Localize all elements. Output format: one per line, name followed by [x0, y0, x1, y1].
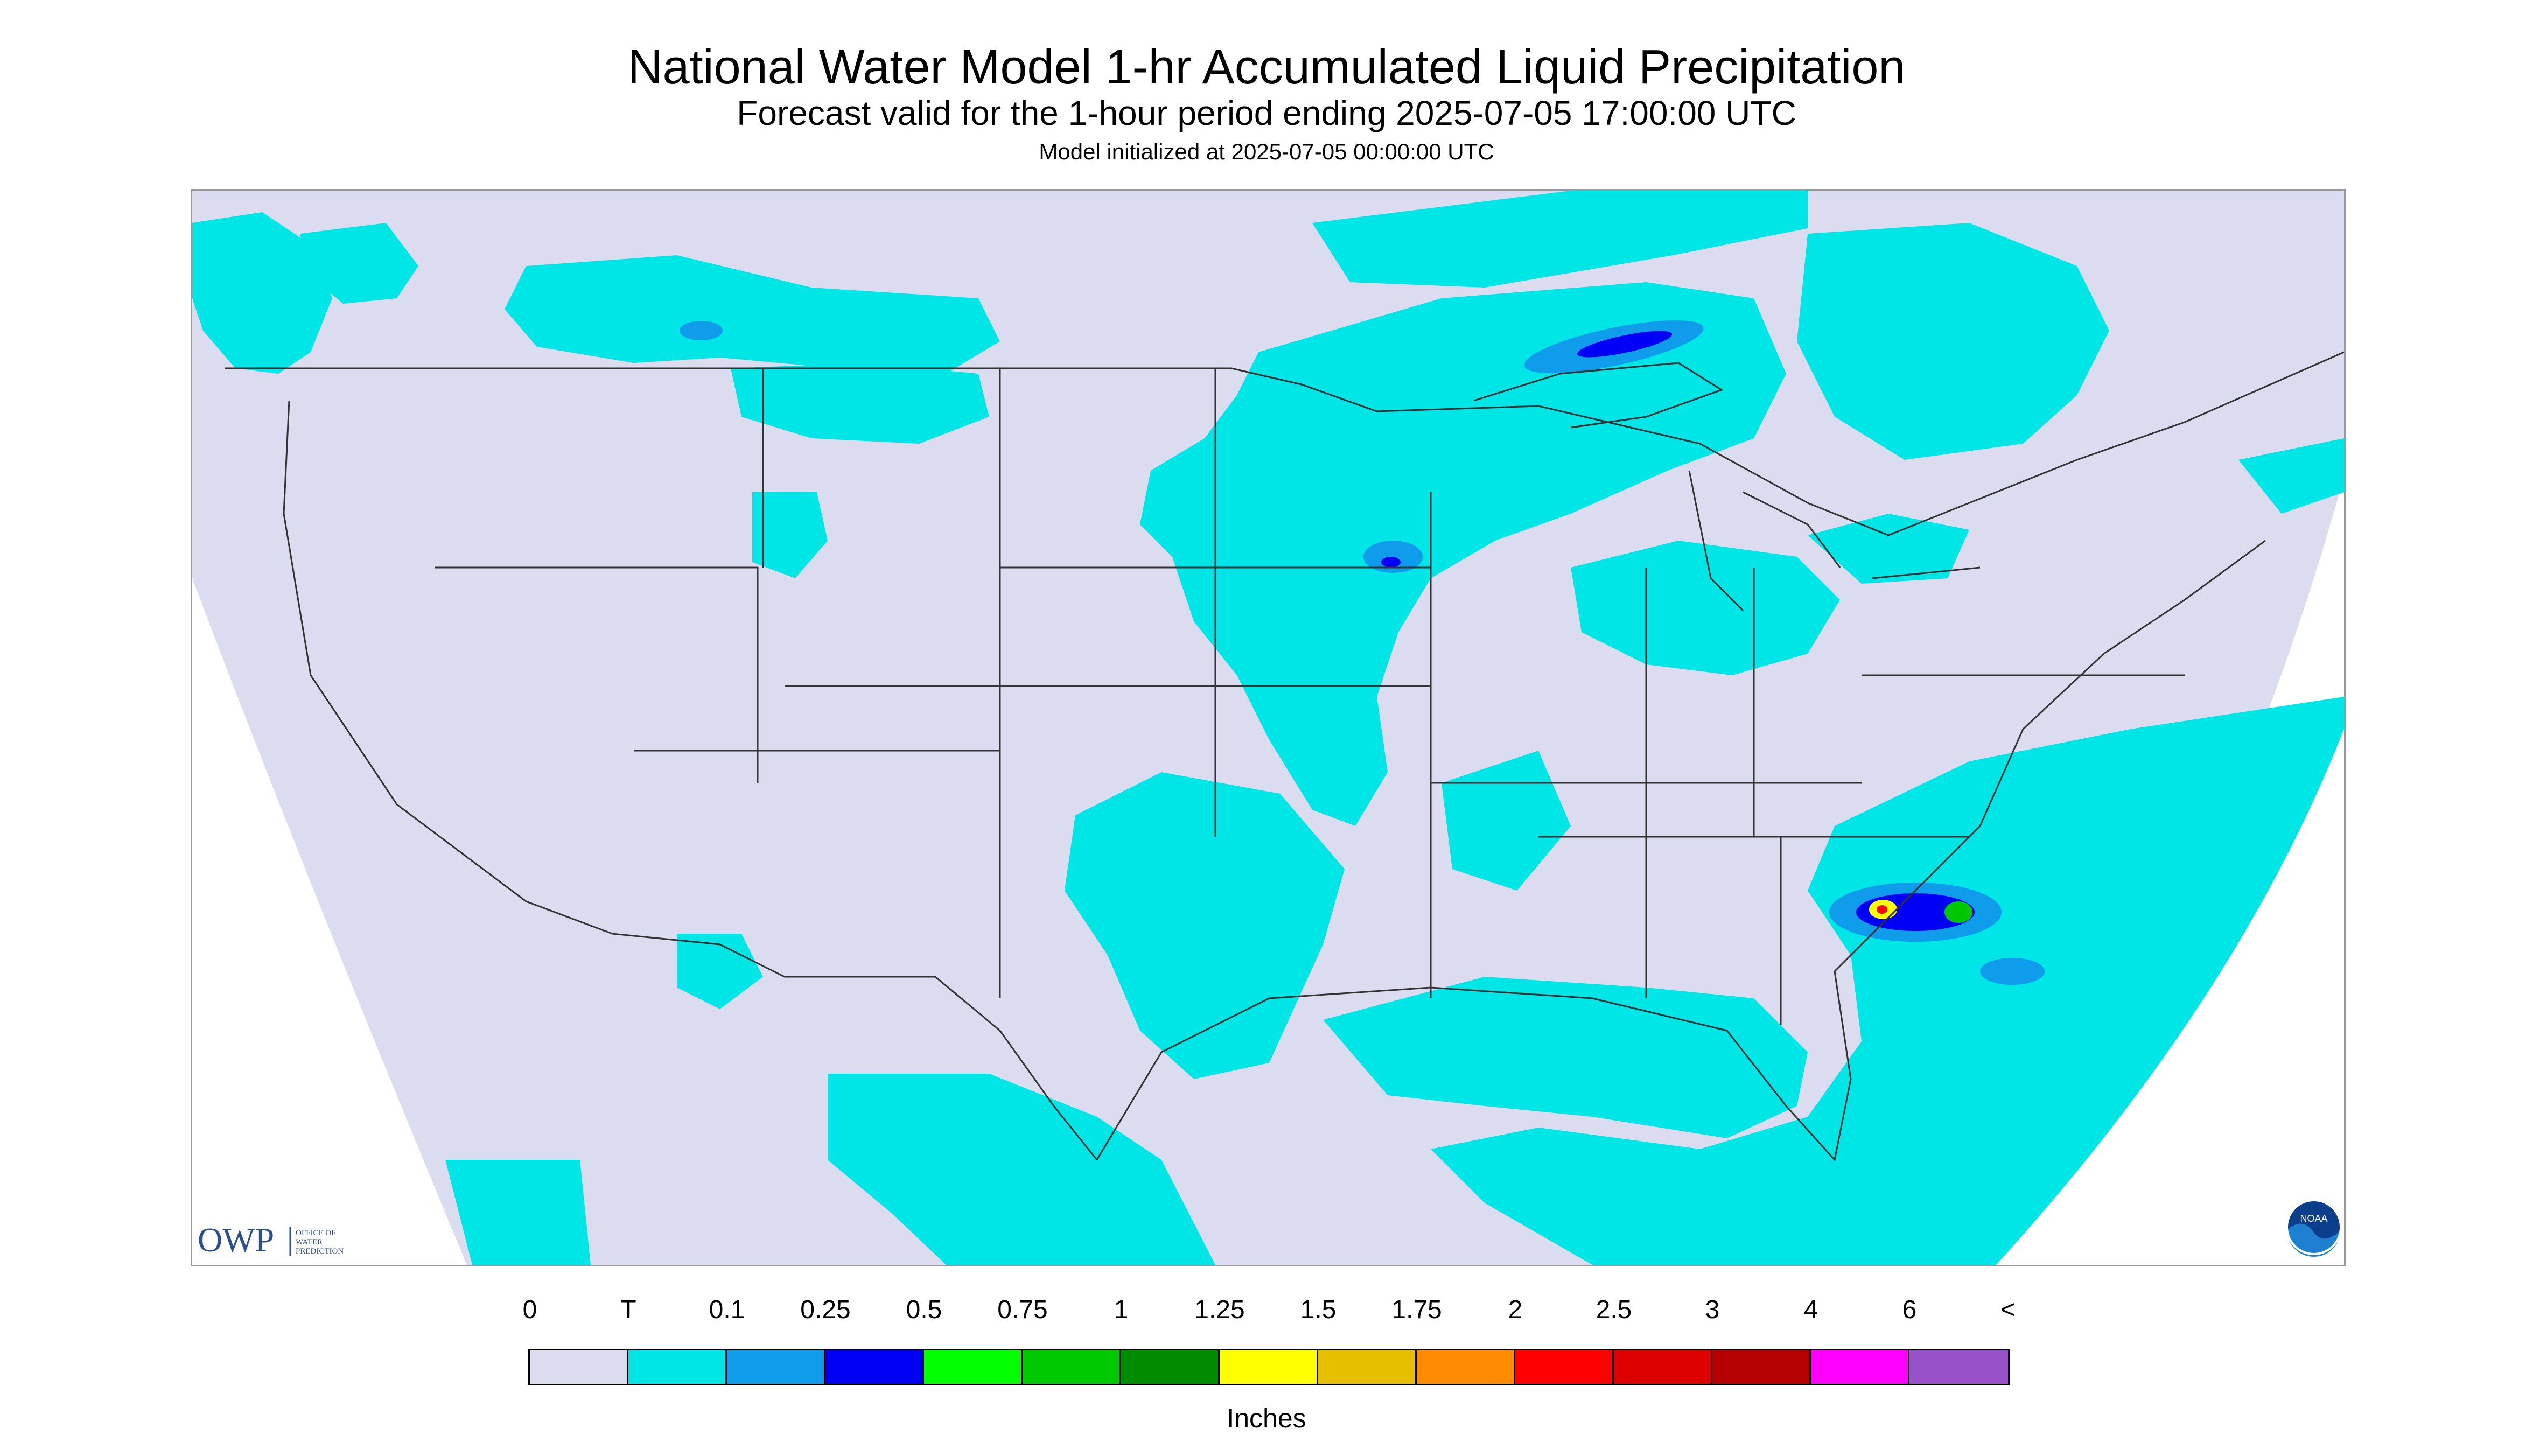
- model-init-label: Model initialized at 2025-07-05 00:00:00…: [1039, 139, 1494, 164]
- legend-label: 3: [1705, 1296, 1720, 1324]
- precip-wyoming-patch: [752, 492, 828, 578]
- west-coast: [283, 400, 613, 935]
- precip-upper-midwest: [1140, 282, 1786, 826]
- legend-labels: 0 T 0.1 0.25 0.5 0.75 1 1.25 1.5 1.75 2 2.5 3 4 6 <: [0, 1295, 2533, 1333]
- owp-logo-subtext: OFFICE OF: [296, 1229, 336, 1237]
- legend-swatch: [1614, 1350, 1712, 1384]
- precip-montana-cell: [680, 321, 723, 340]
- legend-label: 0.1: [709, 1296, 745, 1324]
- legend-swatch: [825, 1350, 924, 1384]
- precip-mexico-sierra: [828, 1074, 1215, 1265]
- precip-atlantic-cell: [1980, 958, 2045, 985]
- precip-carolina-max: [1877, 905, 1887, 914]
- legend-label: 4: [1803, 1296, 1818, 1324]
- precip-superior-core: [1577, 331, 1673, 358]
- legend-swatch: [1417, 1350, 1515, 1384]
- heavy-precip-areas: [1381, 331, 1975, 931]
- svg-text:WATER: WATER: [296, 1238, 323, 1247]
- precip-bc-coast: [300, 223, 418, 304]
- legend-color-bar: [528, 1349, 2010, 1385]
- precip-carolina-green: [1944, 901, 1972, 923]
- legend-swatch: [1023, 1350, 1121, 1384]
- precip-sw-new-mexico: [677, 934, 763, 1009]
- legend-swatch: [1220, 1350, 1318, 1384]
- gulf-east-coast: [1096, 540, 2266, 1162]
- legend-label: 1.25: [1194, 1296, 1245, 1324]
- noaa-logo-text: NOAA: [2300, 1213, 2327, 1224]
- legend-swatch: [1712, 1350, 1811, 1384]
- svg-text:PREDICTION: PREDICTION: [296, 1247, 344, 1256]
- legend-label: 2.5: [1596, 1296, 1632, 1324]
- us-mexico-border: [612, 933, 1098, 1160]
- map-title: National Water Model 1-hr Accumulated Li…: [627, 40, 1906, 94]
- precip-southeast-atlantic: [1431, 697, 2344, 1265]
- precip-ohio-valley: [1571, 541, 1840, 675]
- legend-label: 2: [1508, 1296, 1523, 1324]
- owp-logo-text: OWP: [198, 1221, 274, 1259]
- legend-label: 6: [1902, 1296, 1917, 1324]
- noaa-logo: NOAA: [2286, 1199, 2342, 1257]
- legend-swatch: [924, 1350, 1023, 1384]
- legend-swatch: [1121, 1350, 1220, 1384]
- precip-new-england-coast: [2238, 438, 2344, 514]
- legend-label: 1: [1114, 1296, 1129, 1324]
- map-canvas: OWP OFFICE OF WATER PREDICTION NOAA: [192, 191, 2344, 1265]
- legend-label: 0: [522, 1296, 537, 1324]
- legend-swatch: [1515, 1350, 1614, 1384]
- legend-label: 1.75: [1391, 1296, 1442, 1324]
- precip-ontario-north: [1312, 191, 1808, 288]
- political-boundaries: [225, 351, 2344, 1162]
- state-line-west: [435, 368, 1432, 998]
- us-canada-border: [225, 351, 2344, 536]
- legend-swatch: [1909, 1350, 2008, 1384]
- great-lakes-shoreline: [1473, 362, 1981, 612]
- state-line-east: [1431, 568, 2185, 1025]
- legend-label: T: [620, 1296, 636, 1324]
- precip-baja-offshore: [445, 1160, 591, 1265]
- light-precip-areas: [192, 191, 2344, 1265]
- legend-swatch: [727, 1350, 825, 1384]
- legend-swatch: [530, 1350, 628, 1384]
- precip-gulf-coast: [1323, 977, 1808, 1138]
- forecast-valid-subtitle: Forecast valid for the 1-hour period end…: [737, 94, 1796, 132]
- legend-label: <: [2000, 1296, 2016, 1324]
- legend-label: 0.5: [906, 1296, 942, 1324]
- owp-logo: OWP OFFICE OF WATER PREDICTION: [198, 1221, 344, 1259]
- precip-montana-north: [505, 255, 1000, 374]
- precip-quebec-north: [1797, 223, 2109, 460]
- legend-swatch: [628, 1350, 727, 1384]
- precip-iowa-cell: [1363, 541, 1423, 573]
- precip-iowa-core: [1381, 557, 1401, 568]
- legend-label: 1.5: [1300, 1296, 1337, 1324]
- legend-swatch: [1811, 1350, 1909, 1384]
- precip-texas-plains: [1065, 772, 1345, 1079]
- legend-swatch: [1318, 1350, 1417, 1384]
- precipitation-map[interactable]: OWP OFFICE OF WATER PREDICTION NOAA: [191, 189, 2346, 1266]
- precip-dakotas: [731, 363, 989, 444]
- legend-label: 0.25: [800, 1296, 851, 1324]
- legend-label: 0.75: [997, 1296, 1048, 1324]
- precip-pacific-northwest: [192, 212, 332, 374]
- precip-new-york: [1808, 514, 1969, 584]
- legend-units: Inches: [1227, 1403, 1306, 1433]
- precip-arkansas-mississippi: [1442, 751, 1571, 891]
